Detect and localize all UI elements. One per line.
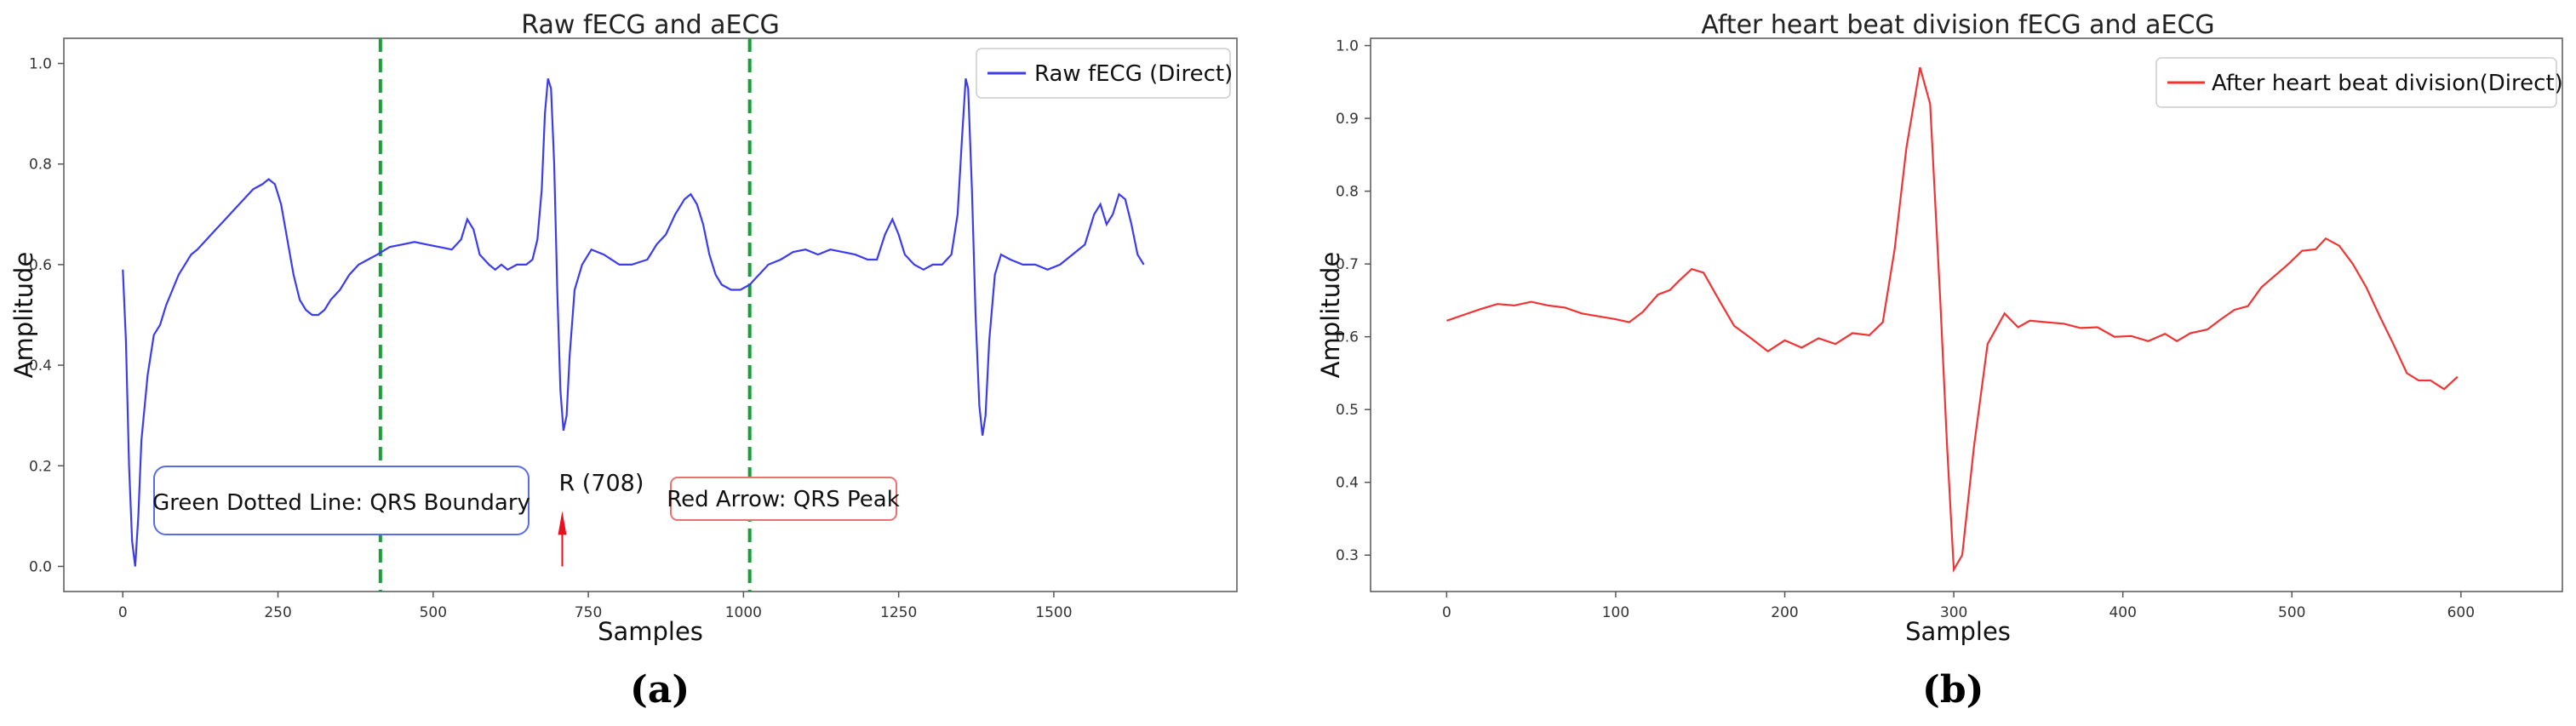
chart-a-panel-label: (a) [630, 668, 690, 712]
chart-b-panel-label: (b) [1922, 668, 1984, 712]
chart-a-y-ticks: 0.0 0.2 0.4 0.6 0.8 1.0 [29, 56, 64, 575]
chart-b-x-tick-label: 500 [2278, 604, 2305, 621]
chart-b-title: After heart beat division fECG and aECG [1701, 10, 2214, 40]
chart-a-x-tick-label: 250 [264, 604, 291, 621]
chart-b-x-label: Samples [1905, 617, 2011, 646]
chart-a-legend-label: Raw fECG (Direct) [1034, 61, 1233, 87]
chart-a-series-raw-fecg [122, 77, 1145, 567]
chart-a-x-tick-label: 750 [575, 604, 602, 621]
chart-a: Raw fECG and aECG 0.0 0.2 0.4 0.6 0.8 1.0 0 25… [9, 10, 1238, 712]
chart-a-annotation-text-red: Red Arrow: QRS Peak [667, 487, 900, 512]
chart-b-y-tick-label: 0.3 [1336, 547, 1359, 564]
chart-a-title: Raw fECG and aECG [521, 10, 779, 40]
chart-a-y-tick-label: 1.0 [29, 56, 52, 73]
chart-b-legend [2155, 57, 2557, 108]
chart-b-x-tick-label: 200 [1771, 604, 1798, 621]
chart-b: After heart beat division fECG and aECG … [1316, 10, 2563, 712]
chart-b-y-tick-label: 0.7 [1336, 256, 1359, 273]
chart-a-r-peak-label: R (708) [558, 470, 644, 496]
chart-b-plot-frame [1370, 37, 2563, 592]
chart-a-x-label: Samples [598, 617, 703, 646]
chart-a-y-tick-label: 0.4 [29, 357, 52, 374]
chart-a-y-tick-label: 0.6 [29, 257, 52, 274]
chart-b-y-label: Amplitude [1316, 252, 1345, 379]
chart-a-annotation-box-green [153, 466, 530, 535]
chart-b-y-tick-label: 0.6 [1336, 329, 1359, 346]
chart-a-annotation-text-green: Green Dotted Line: QRS Boundary [152, 490, 530, 516]
chart-b-y-tick-label: 0.9 [1336, 111, 1359, 128]
chart-b-y-tick-label: 0.5 [1336, 402, 1359, 419]
chart-b-y-tick-label: 0.4 [1336, 475, 1359, 492]
chart-a-y-tick-label: 0.0 [29, 558, 52, 575]
chart-b-y-tick-label: 1.0 [1336, 38, 1359, 55]
chart-a-x-ticks: 0 250 500 750 1000 1250 1500 [118, 592, 1073, 621]
chart-a-plot-frame [63, 37, 1238, 592]
chart-a-x-tick-label: 0 [118, 604, 128, 621]
chart-a-legend [976, 48, 1231, 99]
chart-b-legend-label: After heart beat division(Direct) [2212, 71, 2563, 96]
chart-b-x-tick-label: 300 [1940, 604, 1967, 621]
chart-a-arrow-head [558, 511, 567, 535]
chart-a-x-tick-label: 1500 [1035, 604, 1072, 621]
chart-b-series-division [1446, 66, 2459, 574]
chart-a-x-tick-label: 1000 [725, 604, 762, 621]
chart-a-y-tick-label: 0.8 [29, 157, 52, 174]
chart-a-annotation-box-red [670, 477, 897, 521]
chart-b-x-tick-label: 100 [1602, 604, 1629, 621]
chart-b-x-tick-label: 600 [2447, 604, 2475, 621]
chart-a-y-label: Amplitude [9, 252, 38, 379]
chart-b-x-tick-label: 0 [1442, 604, 1451, 621]
chart-a-y-tick-label: 0.2 [29, 458, 52, 475]
chart-b-x-ticks: 0 100 200 300 400 500 600 [1442, 592, 2475, 621]
chart-b-x-tick-label: 400 [2109, 604, 2136, 621]
chart-a-x-tick-label: 1250 [880, 604, 917, 621]
chart-b-y-ticks: 0.3 0.4 0.5 0.6 0.7 0.8 0.9 1.0 [1336, 38, 1371, 564]
chart-b-y-tick-label: 0.8 [1336, 184, 1359, 201]
chart-a-x-tick-label: 500 [420, 604, 447, 621]
chart-a-r-peak-arrow [558, 511, 567, 567]
